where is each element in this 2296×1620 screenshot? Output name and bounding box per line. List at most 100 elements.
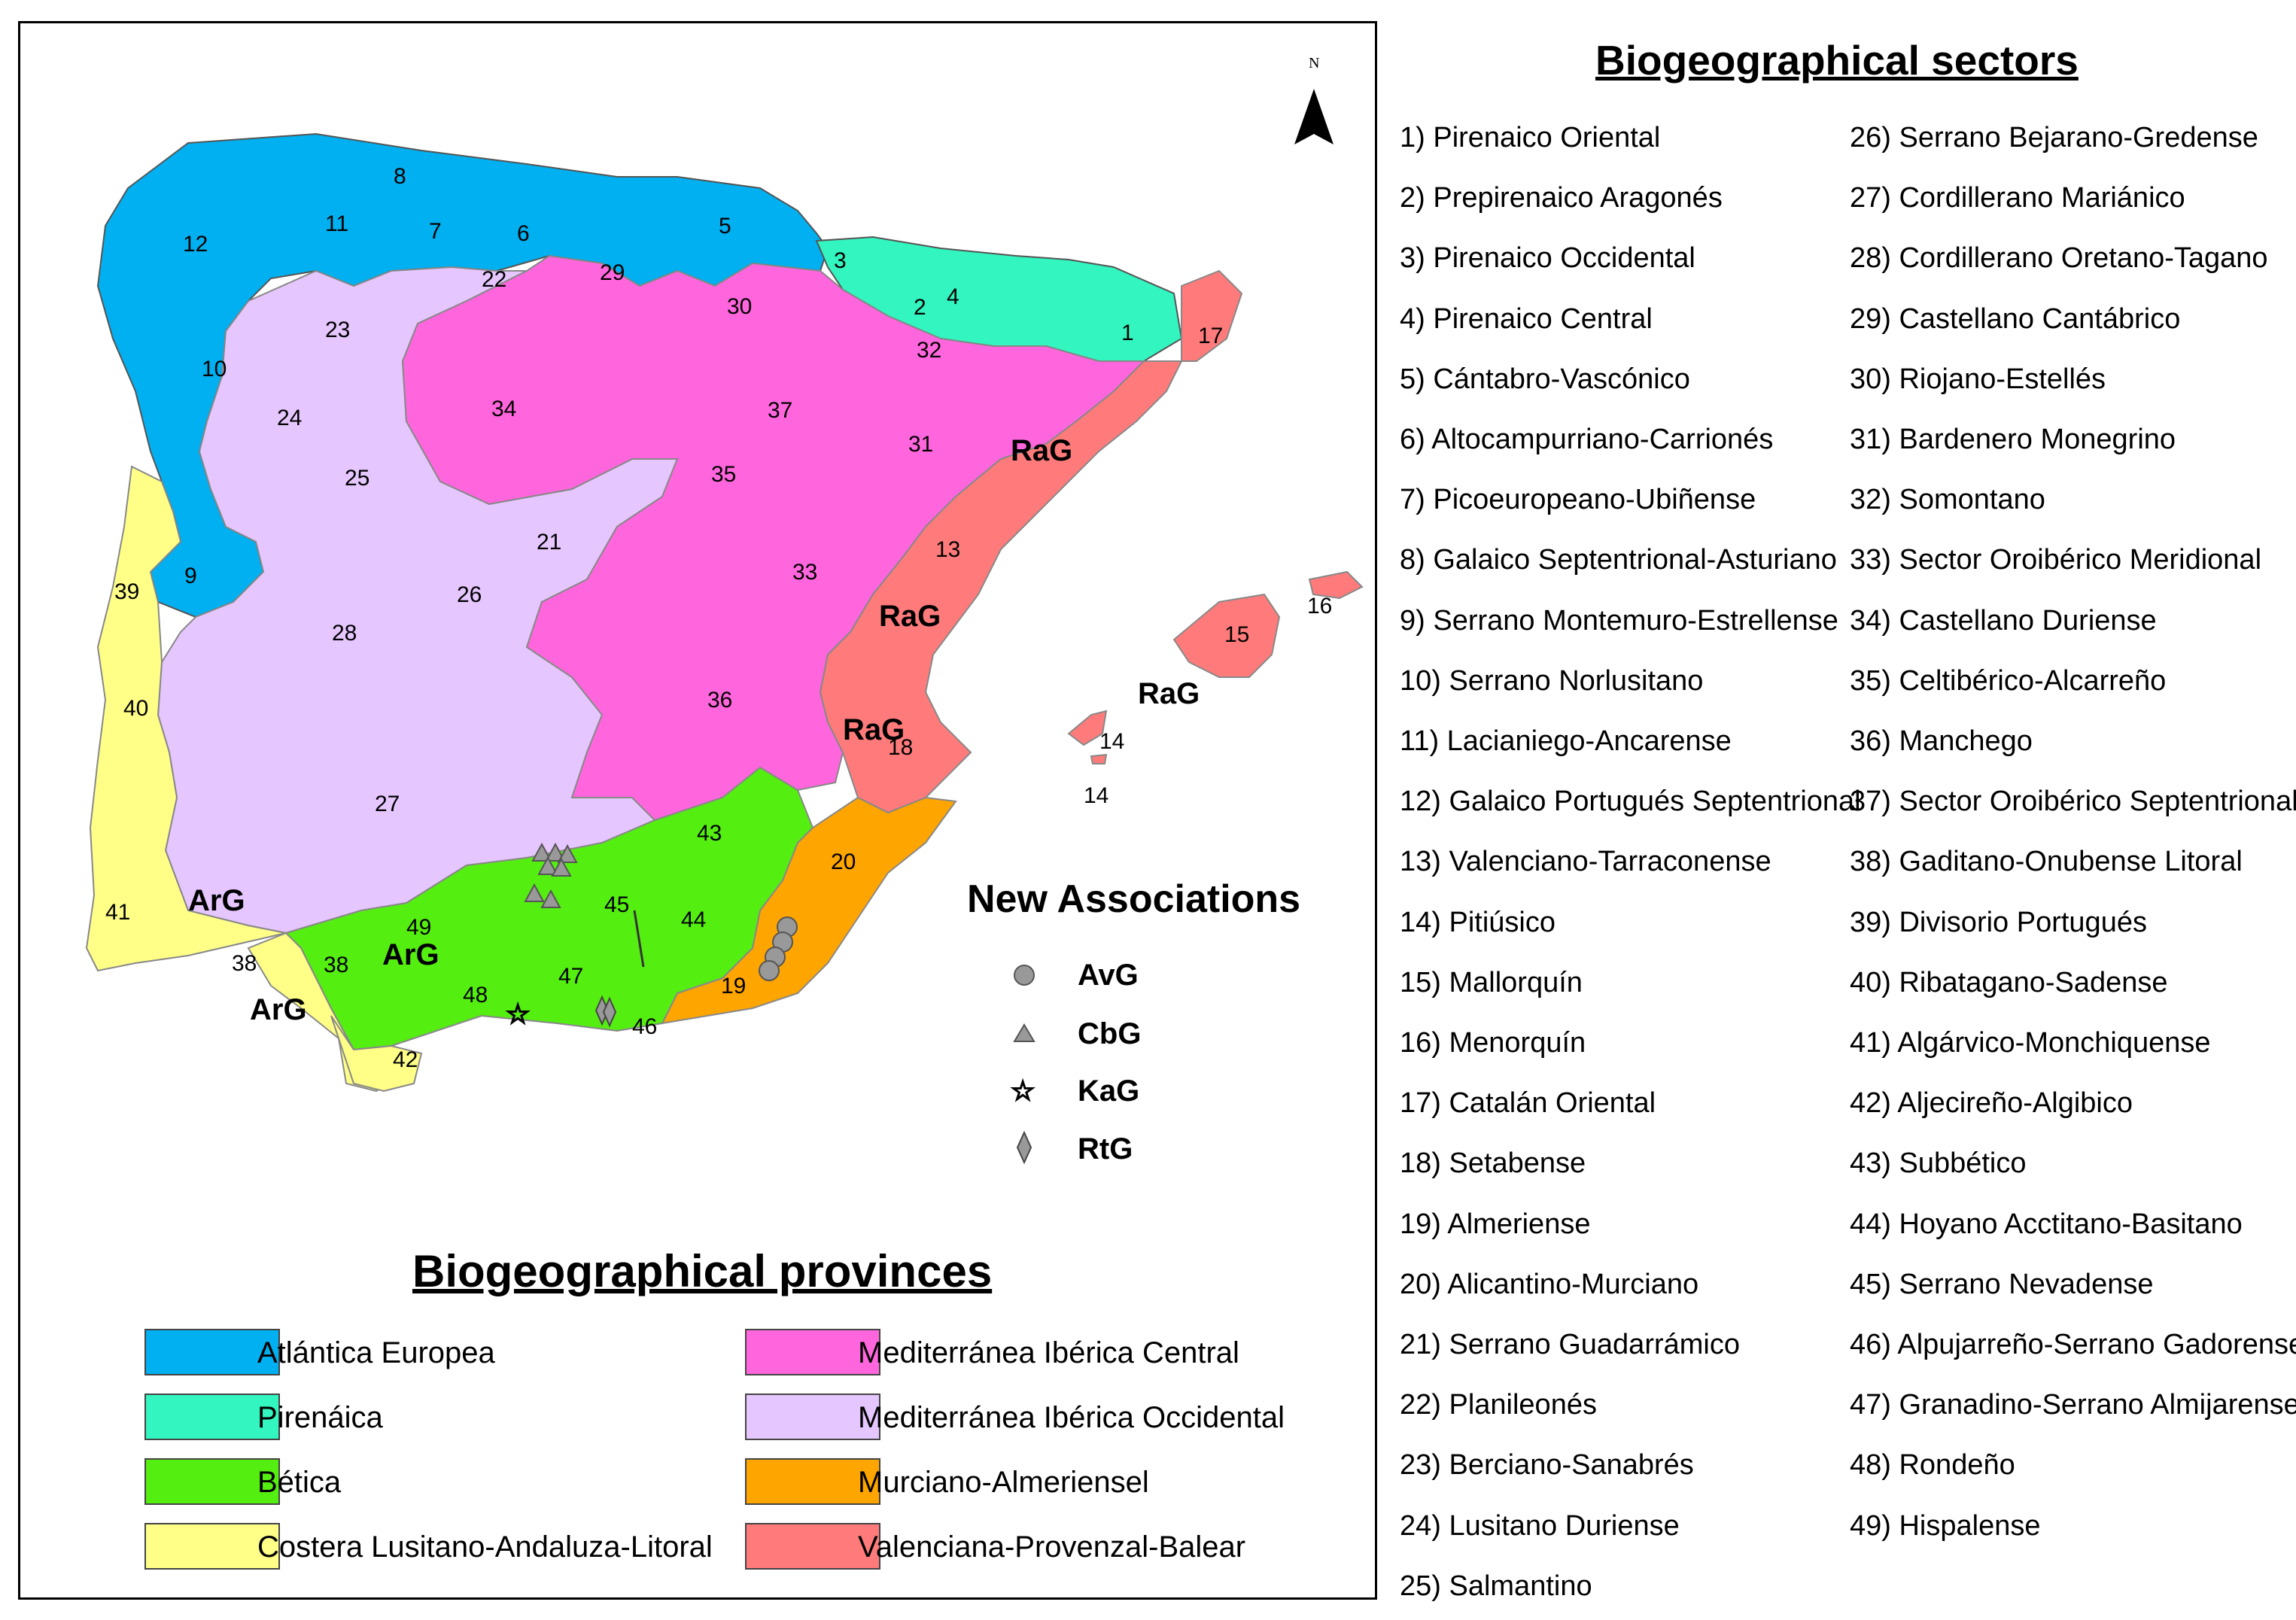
sector-list-item: 41) Algárvico-Monchiquense [1850, 1027, 2211, 1059]
circle-icon [759, 960, 780, 981]
sector-number: 15 [1224, 622, 1249, 647]
sector-number: 8 [394, 164, 406, 189]
sector-number: 1 [1121, 321, 1134, 345]
province-swatch [144, 1329, 280, 1375]
sector-number: 17 [1198, 324, 1223, 348]
sector-list-item: 9) Serrano Montemuro-Estrellense [1400, 604, 1838, 637]
sector-list-item: 43) Subbético [1850, 1147, 2027, 1180]
sector-list-item: 36) Manchego [1850, 725, 2033, 757]
sector-number: 27 [375, 792, 400, 816]
sector-number: 20 [831, 850, 856, 874]
sector-number: 18 [888, 735, 913, 760]
sector-number: 16 [1307, 594, 1332, 619]
sector-list-item: 34) Castellano Duriense [1850, 604, 2157, 637]
triangle-icon [551, 857, 572, 877]
sector-list-item: 4) Pirenaico Central [1400, 302, 1653, 335]
sector-number: 38 [232, 951, 257, 976]
sector-list-item: 24) Lusitano Duriense [1400, 1509, 1680, 1542]
province-label: Valenciana-Provenzal-Balear [858, 1530, 1246, 1564]
sector-number: 36 [707, 688, 732, 713]
association-label: AvG [1078, 959, 1139, 992]
sector-number: 12 [183, 232, 208, 257]
sector-list-item: 45) Serrano Nevadense [1850, 1268, 2154, 1300]
triangle-icon [1013, 1023, 1035, 1042]
sector-list-item: 42) Aljecireño-Algibico [1850, 1087, 2133, 1120]
sector-number: 11 [325, 211, 348, 236]
sector-number: 49 [406, 915, 431, 940]
province-label: Mediterránea Ibérica Occidental [858, 1401, 1285, 1434]
triangle-icon [537, 856, 558, 875]
province-costera-west [85, 465, 287, 972]
province-swatch [144, 1523, 280, 1570]
sector-list-item: 29) Castellano Cantábrico [1850, 302, 2181, 335]
sector-list-item: 13) Valenciano-Tarraconense [1400, 846, 1771, 878]
sector-list-item: 16) Menorquín [1400, 1027, 1586, 1059]
provinces-title: Biogeographical provinces [412, 1246, 993, 1296]
sector-number: 7 [429, 219, 442, 244]
sector-list-item: 23) Berciano-Sanabrés [1400, 1449, 1694, 1482]
sector-number: 42 [393, 1047, 418, 1072]
sector-number: 14 [1099, 729, 1124, 754]
sector-number: 39 [114, 579, 139, 604]
sector-list-item: 5) Cántabro-Vascónico [1400, 363, 1690, 395]
group-label: ArG [188, 884, 245, 917]
sector-list-item: 46) Alpujarreño-Serrano Gadorense [1850, 1329, 2296, 1360]
province-swatch [144, 1458, 280, 1505]
island-menorca [1308, 570, 1364, 600]
sector-list-item: 17) Catalán Oriental [1400, 1087, 1656, 1120]
sector-list-item: 14) Pitiúsico [1400, 906, 1556, 938]
sector-number: 40 [123, 696, 148, 721]
sector-list-item: 8) Galaico Septentrional-Asturiano [1400, 544, 1837, 576]
sectors-title: Biogeographical sectors [1595, 37, 2079, 84]
triangle-icon [540, 889, 561, 908]
sector-number: 23 [325, 318, 350, 342]
triangle-icon [531, 842, 552, 862]
province-swatch [745, 1458, 880, 1505]
star-icon: ☆ [506, 999, 530, 1030]
group-label: RaG [1138, 677, 1200, 710]
star-icon: ☆ [1011, 1076, 1035, 1107]
sector-list-item: 1) Pirenaico Oriental [1400, 122, 1661, 153]
association-label: CbG [1078, 1017, 1142, 1050]
sector-number: 24 [277, 406, 302, 430]
sector-list-item: 12) Galaico Portugués Septentrional [1400, 786, 1861, 818]
sector-list-item: 28) Cordillerano Oretano-Tagano [1850, 242, 2268, 275]
island-ibiza [1067, 710, 1108, 746]
sector-number: 30 [727, 294, 752, 319]
cbg-markers [524, 842, 578, 908]
island-mallorca [1172, 593, 1281, 678]
sector-number: 10 [202, 357, 227, 381]
province-label: Atlántica Europea [257, 1336, 495, 1369]
sector-number: 34 [491, 397, 516, 421]
sector-number: 46 [632, 1014, 657, 1039]
sector-number: 25 [345, 466, 369, 491]
sector-number: 13 [935, 537, 960, 562]
sector-number: 9 [184, 564, 197, 588]
sector-list-item: 11) Lacianiego-Ancarense [1400, 725, 1732, 757]
sector-number: 48 [463, 983, 488, 1008]
sector-list-item: 25) Salmantino [1400, 1570, 1592, 1602]
sector-boundary-line [633, 910, 645, 968]
sector-number: 21 [537, 530, 561, 555]
sector-list-item: 47) Granadino-Serrano Almijarense [1850, 1389, 2296, 1421]
province-label: Mediterránea Ibérica Central [858, 1336, 1239, 1369]
province-valenciana-provenzal-balear [819, 269, 1243, 814]
rtg-markers [595, 995, 617, 1028]
sector-number: 2 [914, 295, 926, 320]
triangle-icon [557, 843, 578, 863]
group-label: ArG [382, 938, 439, 971]
province-swatch [745, 1394, 880, 1440]
triangle-icon [524, 883, 545, 902]
sector-number: 47 [558, 964, 583, 989]
sector-number: 26 [457, 582, 482, 607]
province-label: Costera Lusitano-Andaluza-Litoral [257, 1530, 713, 1564]
sector-list-item: 48) Rondeño [1850, 1449, 2015, 1482]
sector-list-item: 44) Hoyano Acctitano-Basitano [1850, 1208, 2243, 1240]
sector-number: 19 [721, 974, 746, 998]
sector-number: 3 [834, 248, 847, 273]
sector-list-item: 33) Sector Oroibérico Meridional [1850, 544, 2262, 576]
group-label: RaG [1011, 434, 1072, 467]
sector-number: 14 [1084, 783, 1108, 808]
group-label: RaG [843, 713, 905, 746]
new-associations-title: New Associations [967, 877, 1301, 921]
